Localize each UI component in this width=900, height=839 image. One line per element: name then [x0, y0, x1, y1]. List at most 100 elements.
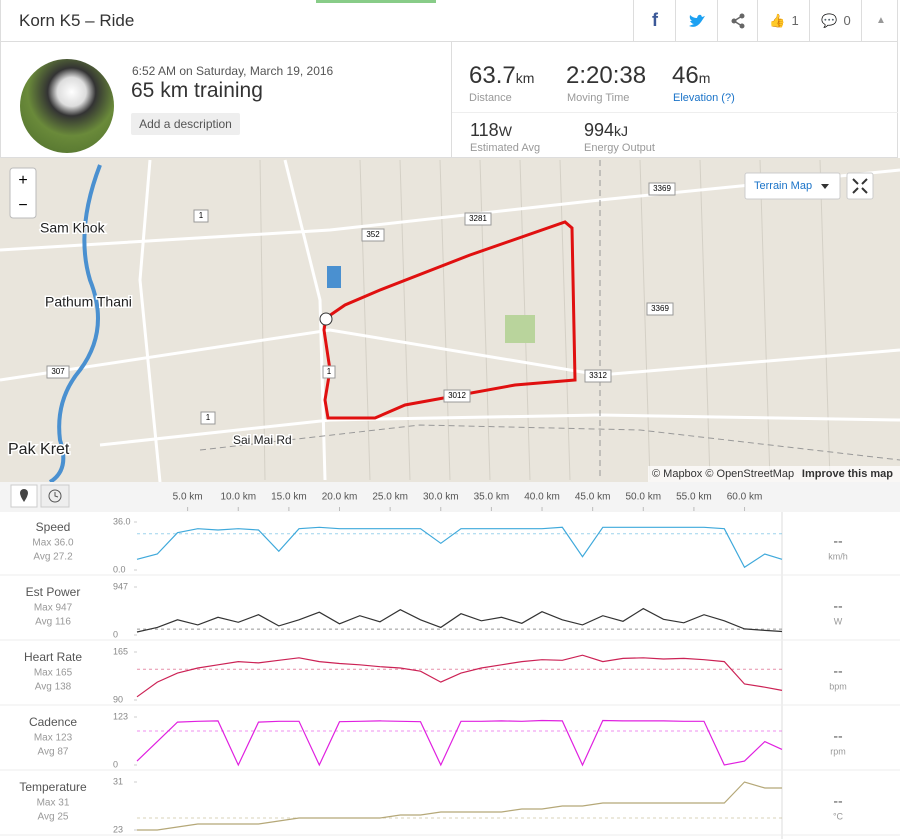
collapse-button[interactable]: ▲: [861, 0, 900, 41]
park: [505, 315, 535, 343]
x-tick-label: 25.0 km: [372, 492, 408, 503]
start-marker[interactable]: [319, 312, 333, 326]
stat-unit: m: [698, 70, 711, 86]
stream-current: --: [833, 663, 843, 679]
stream-line: [136, 654, 783, 698]
kudos-count: 1: [791, 13, 799, 28]
stream-current: --: [833, 598, 843, 614]
stream-name: Speed: [36, 520, 71, 534]
avatar[interactable]: [20, 59, 114, 153]
stream-name: Temperature: [19, 780, 87, 794]
place-labels: Sam Khok Pathum Thani Pak Kret Sai Mai R…: [7, 218, 294, 460]
stream-line: [136, 607, 783, 633]
stream-max: Max 123: [34, 733, 73, 744]
axis-bar: [0, 482, 900, 512]
x-tick-label: 45.0 km: [575, 492, 611, 503]
stat-label: Moving Time: [567, 92, 630, 104]
pin-icon: [20, 489, 28, 502]
road-label: 1: [206, 413, 211, 422]
twitter-button[interactable]: [675, 0, 718, 41]
x-tick-label: 5.0 km: [173, 492, 203, 503]
stream-avg: Avg 27.2: [33, 552, 73, 563]
stat: 2:20:38: [566, 62, 646, 90]
road-label: 1: [327, 367, 332, 376]
map-background: [0, 158, 900, 482]
kudos-button[interactable]: 👍 1: [757, 0, 810, 41]
zoom-out[interactable]: −: [18, 197, 27, 214]
road-labels: 3369 3281 352 1 3369 3312 3012 307 1 1: [46, 182, 676, 425]
stream-max: Max 31: [37, 798, 70, 809]
thumb-icon: 👍: [769, 12, 786, 28]
y-tick-label: 947: [113, 581, 128, 591]
stream-max: Max 165: [34, 668, 73, 679]
stream-unit: °C: [833, 811, 844, 821]
stream-name: Cadence: [29, 715, 77, 729]
x-tick-label: 10.0 km: [220, 492, 256, 503]
add-description-button[interactable]: Add a description: [131, 113, 240, 135]
stat-label: Energy Output: [584, 142, 655, 154]
x-tick-label: 40.0 km: [524, 492, 560, 503]
x-tick-label: 15.0 km: [271, 492, 307, 503]
dropdown-caret: [821, 184, 829, 189]
y-tick-label: 123: [113, 711, 128, 721]
field-lines: [259, 159, 831, 481]
stream-unit: rpm: [830, 746, 846, 756]
stream-current: --: [833, 728, 843, 744]
stream-unit: W: [834, 616, 843, 626]
y-tick-label: 0.0: [113, 564, 126, 574]
stat-unit: W: [498, 123, 512, 139]
x-tick-label: 55.0 km: [676, 492, 712, 503]
road-label: 3369: [651, 304, 669, 313]
route: [322, 220, 577, 420]
stream-unit: bpm: [829, 681, 847, 691]
stream-max: Max 947: [34, 603, 73, 614]
summary: 6:52 AM on Saturday, March 19, 2016 65 k…: [0, 42, 898, 158]
river: [48, 164, 102, 482]
share-button[interactable]: [717, 0, 758, 41]
stream-name: Est Power: [26, 585, 81, 599]
place-label: Sam Khok: [40, 220, 106, 236]
stat-value: 63.7: [469, 62, 516, 89]
stat-unit: kJ: [614, 123, 629, 139]
progress: [316, 0, 436, 3]
terrain-map-button[interactable]: [744, 172, 841, 200]
stat: 994kJ: [584, 120, 628, 141]
activity-name: 65 km training: [131, 79, 263, 102]
fullscreen-icon: [852, 178, 868, 194]
comment-button[interactable]: 💬 0: [809, 0, 862, 41]
improve-map-link[interactable]: Improve this map: [802, 468, 893, 480]
twitter-icon: [689, 14, 705, 27]
streams: 5.0 km 10.0 km 15.0 km 20.0 km 25.0 km 30.0 k…: [0, 482, 900, 839]
stream-avg: Avg 25: [38, 812, 69, 823]
stream-avg: Avg 87: [38, 747, 69, 758]
stat-value: 46: [672, 62, 699, 89]
map[interactable]: Sam Khok Pathum Thani Pak Kret Sai Mai R…: [0, 158, 900, 482]
y-tick-label: 36.0: [113, 516, 131, 526]
header: Korn K5 – Ride f 👍 1 💬 0 ▲: [0, 0, 898, 42]
fullscreen-button[interactable]: [846, 172, 874, 200]
terrain-map-label: Terrain Map: [754, 180, 812, 192]
y-tick-label: 90: [113, 694, 123, 704]
stat-label[interactable]: Elevation (?): [673, 92, 735, 104]
x-tick-label: 20.0 km: [322, 492, 358, 503]
road-label: 352: [366, 230, 380, 239]
comment-count: 0: [843, 13, 851, 28]
road-label: 1: [199, 211, 204, 220]
zoom-in[interactable]: +: [18, 172, 27, 189]
facebook-button[interactable]: f: [633, 0, 676, 41]
stream-unit: km/h: [828, 551, 848, 561]
road-label: 3281: [469, 214, 487, 223]
road-label: 3312: [589, 371, 607, 380]
divider: [452, 112, 898, 113]
clock-icon: [48, 489, 62, 503]
x-tick-label: 35.0 km: [474, 492, 510, 503]
activity-date: 6:52 AM on Saturday, March 19, 2016: [132, 64, 334, 78]
stream-line: [137, 781, 782, 831]
road-label: 307: [51, 367, 65, 376]
stat-unit: km: [515, 70, 535, 86]
activity-title: Korn K5 – Ride: [19, 11, 135, 30]
pond: [327, 266, 341, 288]
boundary: [199, 424, 900, 461]
stat: 63.7km: [469, 62, 534, 90]
